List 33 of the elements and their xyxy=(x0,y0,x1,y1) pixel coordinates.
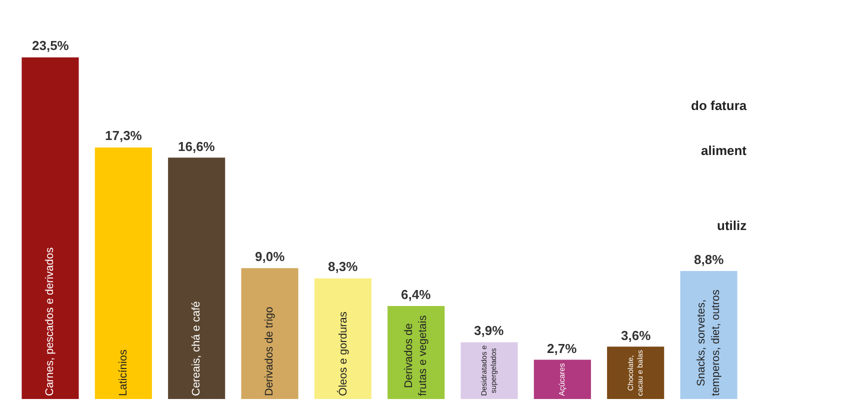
bar xyxy=(22,57,79,399)
bar xyxy=(94,147,152,399)
data-label: 8,3% xyxy=(328,259,358,274)
x-tick-label: Snacks, sorvetes, temperos, diet, outros xyxy=(696,289,722,396)
data-label: 6,4% xyxy=(401,287,432,302)
x-tick-label: Desidratados e supergelados xyxy=(479,345,498,396)
x-tick-label: Chocolate, cacau e balas xyxy=(626,350,644,396)
bar xyxy=(460,342,518,399)
bar xyxy=(241,268,298,399)
x-tick-label: Carnes, pescados e derivados xyxy=(44,246,56,396)
x-tick-label: Óleos e gorduras xyxy=(336,311,350,396)
data-label: 9,0% xyxy=(255,249,286,264)
annotation: do fatura xyxy=(691,98,748,113)
x-tick-label: Cereais, chá e café xyxy=(190,301,203,396)
data-label: 3,6% xyxy=(621,328,652,343)
data-label: 23,5% xyxy=(32,38,70,53)
bar xyxy=(534,360,591,399)
x-tick-label: Derivados de frutas e vegetais xyxy=(402,314,430,396)
x-tick-label: Laticínios xyxy=(117,349,130,396)
data-label: 16,6% xyxy=(178,139,216,154)
bar xyxy=(388,306,445,399)
data-label: 17,3% xyxy=(105,128,142,143)
data-label: 2,7% xyxy=(547,341,578,356)
annotation: aliment xyxy=(701,143,748,158)
data-label: 3,9% xyxy=(474,323,504,338)
bar xyxy=(680,271,738,399)
bar xyxy=(607,346,664,399)
data-label: 8,8% xyxy=(694,252,724,267)
x-tick-label: Derivados de trigo xyxy=(264,306,276,396)
bar xyxy=(168,158,226,399)
bar xyxy=(314,278,372,399)
x-tick-label: Açúcares xyxy=(558,363,567,396)
annotation: utiliz xyxy=(717,218,748,233)
